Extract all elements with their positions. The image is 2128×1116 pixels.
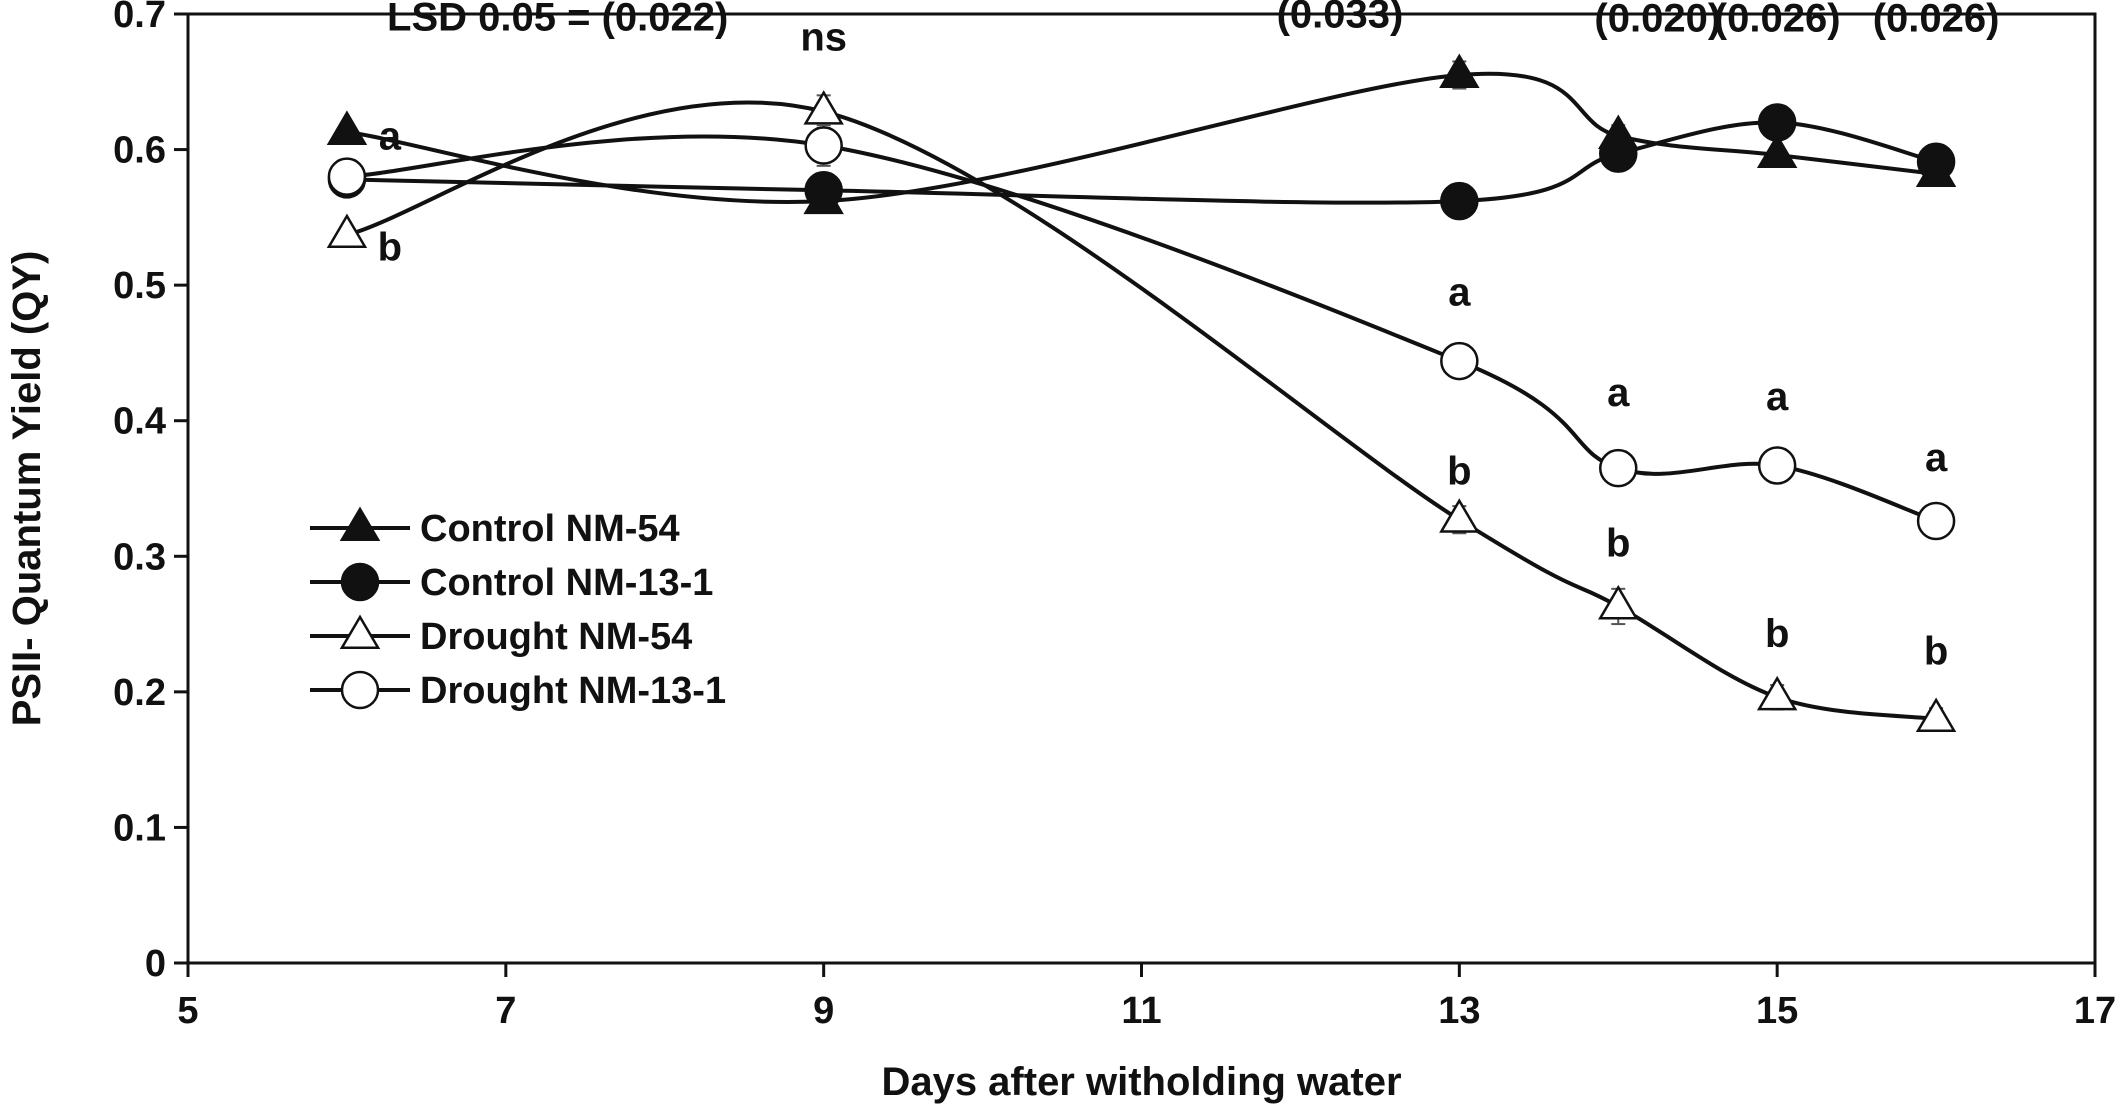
y-tick-label-0-7: 0.7 xyxy=(113,0,166,36)
legend-item-control-nm-54: Control NM-54 xyxy=(310,506,680,550)
annotation-a-6: a xyxy=(379,115,402,159)
point-drought-nm-13-1-day-6 xyxy=(327,157,367,196)
series-line-drought-nm-13-1 xyxy=(346,134,1937,523)
annotation-b-11: b xyxy=(1606,521,1630,565)
point-control-nm-13-1-day-14 xyxy=(1599,134,1638,173)
annotation-b-9: b xyxy=(1447,449,1471,493)
legend-item-control-nm-13-1: Control NM-13-1 xyxy=(310,562,713,604)
y-tick-label-0-5: 0.5 xyxy=(113,265,166,307)
series-control-nm-54 xyxy=(326,53,1957,215)
x-tick-label-9: 9 xyxy=(813,990,834,1032)
annotation-0-026-5: (0.026) xyxy=(1873,0,2000,41)
point-drought-nm-54-day-16 xyxy=(1915,697,1957,733)
point-drought-nm-13-1-day-16 xyxy=(1916,501,1956,541)
point-control-nm-13-1-day-9 xyxy=(804,170,843,210)
annotation-0-026-4: (0.026) xyxy=(1714,0,1841,41)
legend-label-drought-nm-54: Drought NM-54 xyxy=(420,616,692,658)
point-drought-nm-54-day-14 xyxy=(1598,584,1639,620)
annotation-layer: LSD 0.05 = (0.022) ns(0.033) (0.020)(0.026… xyxy=(378,0,2000,674)
annotation-b-7: b xyxy=(378,226,402,270)
legend: Control NM-54 Control NM-13-1 Drought NM-5… xyxy=(310,506,726,712)
annotation-ns-1: ns xyxy=(800,16,847,60)
legend-marker-control-nm-54 xyxy=(339,506,381,542)
y-axis-title: PSII- Quantum Yield (QY) xyxy=(5,251,49,727)
legend-label-control-nm-13-1: Control NM-13-1 xyxy=(420,562,713,604)
y-tick-label-0-1: 0.1 xyxy=(113,807,166,849)
point-control-nm-54-day-6 xyxy=(326,110,368,145)
legend-label-control-nm-54: Control NM-54 xyxy=(420,508,680,550)
legend-item-drought-nm-54: Drought NM-54 xyxy=(310,614,692,658)
point-drought-nm-13-1-day-15 xyxy=(1757,446,1797,485)
point-drought-nm-13-1-day-13 xyxy=(1440,341,1479,381)
y-tick-label-0: 0 xyxy=(145,943,166,985)
annotation-b-13: b xyxy=(1765,612,1789,656)
x-tick-label-15: 15 xyxy=(1756,990,1798,1032)
annotation-a-10: a xyxy=(1607,371,1630,415)
series-line-control-nm-54 xyxy=(346,71,1937,204)
series-line-drought-nm-54 xyxy=(346,100,1937,721)
point-control-nm-13-1-day-13 xyxy=(1440,181,1479,221)
y-tick-label-0-4: 0.4 xyxy=(113,401,166,443)
annotation-a-12: a xyxy=(1766,375,1789,419)
legend-marker-drought-nm-54 xyxy=(339,614,381,650)
point-drought-nm-54-day-9 xyxy=(803,90,844,125)
point-drought-nm-13-1-day-9 xyxy=(804,126,843,165)
point-drought-nm-54-day-13 xyxy=(1439,498,1480,533)
point-drought-nm-54-day-6 xyxy=(326,213,368,249)
legend-item-drought-nm-13-1: Drought NM-13-1 xyxy=(310,670,726,712)
series-layer xyxy=(326,53,1957,733)
annotation-0-033-2: (0.033) xyxy=(1277,0,1404,37)
x-tick-label-7: 7 xyxy=(495,990,516,1032)
annotation-a-14: a xyxy=(1925,436,1948,480)
x-tick-label-17: 17 xyxy=(2074,990,2116,1032)
point-control-nm-54-day-15 xyxy=(1756,133,1798,169)
x-axis-title: Days after witholding water xyxy=(881,1060,1401,1104)
annotation-0-020-3: (0.020) xyxy=(1594,0,1721,41)
x-tick-label-13: 13 xyxy=(1438,990,1480,1032)
series-drought-nm-54 xyxy=(326,90,1957,733)
x-tick-label-11: 11 xyxy=(1121,990,1161,1032)
point-control-nm-54-day-13 xyxy=(1439,53,1480,89)
annotation-lsd-0-05-0-022-0: LSD 0.05 = (0.022) xyxy=(387,0,728,39)
y-tick-label-0-2: 0.2 xyxy=(113,672,166,714)
y-tick-label-0-6: 0.6 xyxy=(113,130,166,172)
legend-label-drought-nm-13-1: Drought NM-13-1 xyxy=(420,670,726,712)
series-drought-nm-13-1 xyxy=(327,124,1956,541)
y-tick-label-0-3: 0.3 xyxy=(113,536,166,578)
point-control-nm-13-1-day-16 xyxy=(1916,142,1956,182)
point-control-nm-13-1-day-15 xyxy=(1757,103,1797,142)
series-control-nm-13-1 xyxy=(327,103,1956,221)
legend-marker-drought-nm-13-1 xyxy=(340,670,380,710)
annotation-b-15: b xyxy=(1924,630,1948,674)
point-drought-nm-13-1-day-14 xyxy=(1599,448,1638,488)
axes-layer: 5 7 9 11 13 15 17 0 0.1 0.2 0.3 0.4 0.5 0.6 0.7 xyxy=(113,0,2116,1032)
point-drought-nm-54-day-15 xyxy=(1756,675,1798,711)
annotation-a-8: a xyxy=(1448,270,1471,314)
legend-marker-control-nm-13-1 xyxy=(340,562,380,602)
x-tick-label-5: 5 xyxy=(177,990,198,1032)
